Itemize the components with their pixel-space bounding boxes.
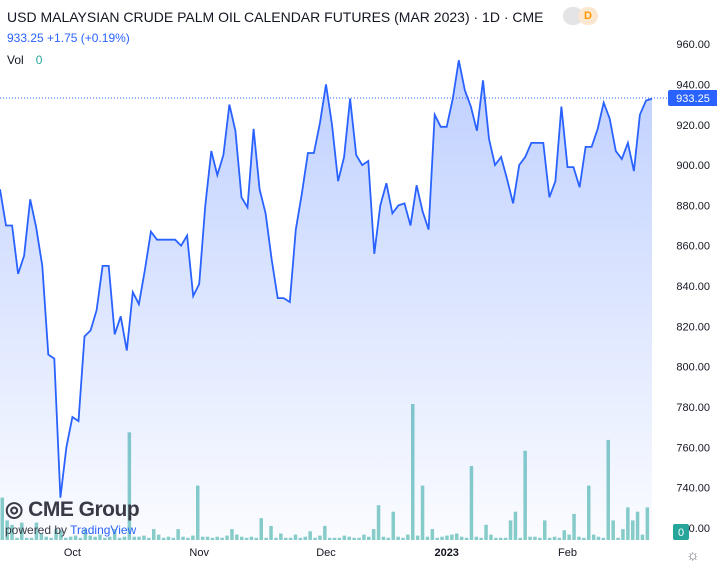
y-tick-label: 780.00: [676, 402, 710, 414]
x-tick-label: Oct: [64, 547, 81, 559]
price-change-percent: (+0.19%): [80, 31, 130, 45]
y-tick-label: 920.00: [676, 120, 710, 132]
current-price-label: 933.25: [676, 93, 710, 105]
y-tick-label: 960.00: [676, 39, 710, 51]
x-tick-label: Nov: [189, 547, 209, 559]
x-tick-label: Feb: [558, 547, 577, 559]
y-tick-label: 800.00: [676, 362, 710, 374]
y-tick-label: 760.00: [676, 442, 710, 454]
price-axis[interactable]: 960.00 940.00 920.00 900.00 880.00 860.00 840.…: [676, 39, 710, 535]
price-readout: 933.25 +1.75 (+0.19%): [7, 31, 130, 45]
y-tick-label: 880.00: [676, 200, 710, 212]
tradingview-link[interactable]: TradingView: [70, 523, 137, 537]
last-price: 933.25: [7, 31, 44, 45]
price-line: [0, 60, 653, 498]
x-tick-label: Dec: [316, 547, 336, 559]
y-tick-label: 740.00: [676, 483, 710, 495]
powered-by-label: powered by: [5, 523, 68, 537]
current-price-badge: 933.25: [668, 90, 717, 106]
cme-logo: ◎ CME Group powered by TradingView: [5, 497, 140, 537]
price-area: [0, 60, 652, 541]
y-tick-label: 820.00: [676, 321, 710, 333]
delayed-data-badge[interactable]: D: [578, 7, 598, 25]
symbol-title[interactable]: USD MALAYSIAN CRUDE PALM OIL CALENDAR FU…: [7, 9, 544, 25]
volume-badge: 0: [673, 524, 689, 540]
volume-value: 0: [35, 53, 43, 67]
gear-icon[interactable]: ☼: [686, 547, 700, 564]
logo-text: CME Group: [28, 498, 140, 521]
volume-label: Vol: [7, 53, 24, 67]
x-tick-label: 2023: [434, 547, 458, 559]
volume-readout: Vol 0: [7, 53, 42, 67]
y-tick-label: 840.00: [676, 281, 710, 293]
time-axis[interactable]: Oct Nov Dec 2023 Feb: [64, 547, 577, 559]
y-tick-label: 900.00: [676, 160, 710, 172]
y-tick-label: 940.00: [676, 79, 710, 91]
globe-icon: ◎: [5, 498, 23, 521]
volume-axis-label: 0: [678, 527, 684, 539]
price-change: +1.75: [47, 31, 78, 45]
y-tick-label: 860.00: [676, 241, 710, 253]
